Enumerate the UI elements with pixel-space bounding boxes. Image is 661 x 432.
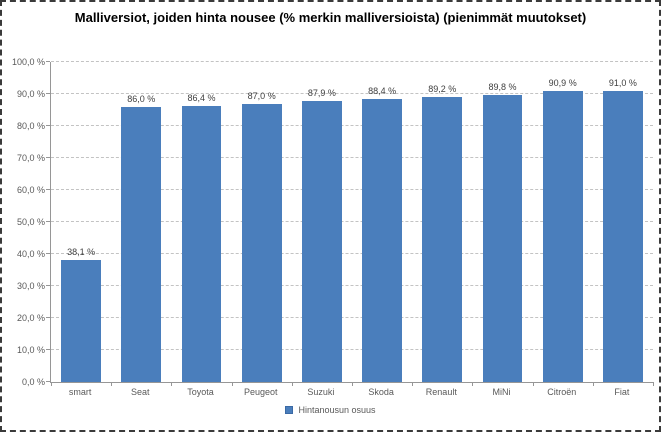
bar-peugeot — [241, 103, 282, 382]
y-axis: 0,0 % 10,0 % 20,0 % 30,0 % 40,0 % 50,0 % 60,0 … — [2, 57, 45, 387]
y-tick-mark — [46, 221, 50, 222]
x-tick-mark — [51, 382, 52, 386]
y-tick-mark — [46, 349, 50, 350]
bar-slot: 87,0 % — [232, 62, 292, 382]
gridline — [51, 189, 653, 190]
gridline — [51, 349, 653, 350]
gridline — [51, 157, 653, 158]
gridline — [51, 125, 653, 126]
bar-slot: 88,4 % — [352, 62, 412, 382]
bar-slot: 87,9 % — [292, 62, 352, 382]
x-axis: smart Seat Toyota Peugeot Suzuki Skoda Renault… — [50, 387, 652, 397]
bar-value-label: 91,0 % — [608, 77, 637, 88]
bar-slot: 86,0 % — [111, 62, 171, 382]
chart-title: Malliversiot, joiden hinta nousee (% mer… — [74, 10, 587, 25]
x-tick-mark — [532, 382, 534, 386]
bar-value-label: 87,0 % — [247, 90, 276, 101]
y-tick-label: 30,0 % — [16, 281, 45, 291]
bar-slot: 90,9 % — [533, 62, 593, 382]
bar-slot: 89,2 % — [412, 62, 472, 382]
bar-slot: 38,1 % — [51, 62, 111, 382]
bar-value-label: 86,0 % — [127, 93, 156, 104]
gridline — [51, 221, 653, 222]
gridline — [51, 253, 653, 254]
x-category-label: Peugeot — [243, 387, 278, 397]
bar-seat — [121, 106, 162, 382]
x-category-label: Toyota — [187, 387, 214, 397]
y-tick-label: 10,0 % — [16, 345, 45, 355]
bar-citroën — [542, 91, 583, 382]
y-tick-label: 50,0 % — [16, 217, 45, 227]
y-tick-label: 20,0 % — [16, 313, 45, 323]
plot-area: 38,1 % 86,0 % 86,4 % 87,0 % 87,9 % 88,4 % 89,2… — [46, 61, 654, 386]
bar-smart — [61, 260, 101, 382]
x-category-label: Suzuki — [307, 387, 335, 397]
x-tick-mark — [352, 382, 353, 386]
bar-fiat — [603, 90, 643, 382]
x-tick-mark — [231, 382, 233, 386]
y-tick-mark — [46, 93, 50, 94]
bar-value-label: 87,9 % — [307, 87, 336, 98]
y-tick-mark — [46, 189, 50, 190]
bar-mini — [482, 94, 523, 382]
bar-toyota — [181, 105, 222, 382]
x-category-label: Fiat — [614, 387, 630, 397]
y-tick-label: 70,0 % — [16, 153, 45, 163]
legend: Hintanousun osuus — [2, 405, 659, 415]
bar-value-label: 88,4 % — [368, 86, 397, 97]
y-tick-mark — [46, 381, 50, 382]
y-tick-label: 60,0 % — [16, 185, 45, 195]
y-tick-mark — [46, 125, 50, 126]
y-tick-mark — [46, 317, 50, 318]
x-tick-mark — [412, 382, 414, 386]
y-tick-label: 0,0 % — [21, 377, 45, 387]
x-tick-mark — [653, 382, 654, 386]
x-tick-mark — [291, 382, 293, 386]
y-tick-label: 80,0 % — [16, 121, 45, 131]
x-category-label: Skoda — [368, 387, 394, 397]
bar-skoda — [362, 99, 402, 382]
bar-renault — [422, 96, 463, 382]
bar-value-label: 89,8 % — [488, 81, 517, 92]
bar-value-label: 86,4 % — [187, 92, 216, 103]
y-tick-mark — [46, 157, 50, 158]
legend-swatch-icon — [285, 406, 294, 414]
x-category-label: Renault — [425, 387, 457, 397]
x-tick-mark — [472, 382, 474, 386]
bar-slot: 91,0 % — [593, 62, 653, 382]
y-tick-label: 100,0 % — [11, 57, 45, 67]
bar-suzuki — [302, 100, 342, 382]
bar-value-label: 90,9 % — [548, 78, 577, 89]
gridline — [51, 317, 653, 318]
bar-value-label: 89,2 % — [428, 83, 457, 94]
x-tick-mark — [592, 382, 594, 386]
x-category-label: Citroën — [547, 387, 577, 397]
x-category-label: Seat — [131, 387, 150, 397]
x-tick-mark — [111, 382, 113, 386]
gridline — [51, 61, 653, 62]
bar-value-label: 38,1 % — [67, 247, 96, 258]
y-tick-label: 40,0 % — [16, 249, 45, 259]
y-tick-mark — [46, 61, 50, 62]
bar-slot: 86,4 % — [171, 62, 231, 382]
x-category-label: MiNi — [492, 387, 511, 397]
legend-label: Hintanousun osuus — [298, 405, 376, 415]
y-tick-mark — [46, 253, 50, 254]
x-tick-mark — [171, 382, 173, 386]
gridline — [51, 93, 653, 94]
x-category-label: smart — [68, 387, 92, 397]
bar-slot: 89,8 % — [472, 62, 532, 382]
gridline — [51, 285, 653, 286]
y-tick-mark — [46, 285, 50, 286]
y-tick-label: 90,0 % — [16, 89, 45, 99]
